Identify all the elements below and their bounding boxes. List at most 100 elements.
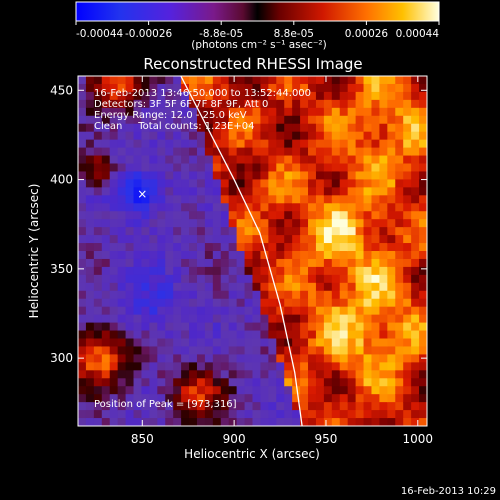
- heatmap-cell: [157, 378, 166, 387]
- heatmap-cell: [85, 83, 95, 93]
- heatmap-cell: [371, 274, 381, 284]
- heatmap-cell: [292, 187, 301, 196]
- heatmap-cell: [347, 211, 357, 220]
- heatmap-cell: [395, 282, 404, 292]
- heatmap-cell: [109, 235, 119, 244]
- heatmap-cell: [117, 219, 127, 228]
- heatmap-cell: [331, 354, 341, 363]
- heatmap-cell: [276, 418, 285, 426]
- heatmap-cell: [204, 131, 214, 141]
- heatmap-cell: [196, 195, 206, 204]
- heatmap-cell: [236, 195, 246, 204]
- heatmap-cell: [339, 258, 349, 268]
- heatmap-cell: [308, 378, 317, 387]
- heatmap-cell: [292, 235, 301, 244]
- heatmap-cell: [101, 251, 111, 260]
- heatmap-cell: [133, 195, 143, 204]
- heatmap-cell: [331, 386, 341, 395]
- heatmap-cell: [411, 107, 420, 117]
- heatmap-cell: [268, 346, 277, 356]
- heatmap-cell: [252, 258, 262, 268]
- heatmap-cell: [149, 314, 158, 324]
- heatmap-cell: [395, 147, 404, 157]
- heatmap-cell: [395, 306, 404, 316]
- heatmap-cell: [220, 243, 230, 252]
- heatmap-cell: [212, 219, 222, 228]
- heatmap-cell: [189, 394, 198, 403]
- heatmap-cell: [181, 83, 190, 93]
- heatmap-cell: [387, 306, 396, 316]
- heatmap-cell: [149, 131, 158, 141]
- heatmap-cell: [228, 330, 238, 340]
- heatmap-cell: [149, 211, 158, 220]
- heatmap-cell: [196, 211, 206, 220]
- heatmap-cell: [181, 354, 190, 363]
- heatmap-cell: [355, 362, 365, 371]
- heatmap-cell: [268, 243, 277, 252]
- heatmap-cell: [403, 418, 412, 426]
- heatmap-cell: [125, 91, 135, 101]
- heatmap-cell: [189, 410, 198, 419]
- heatmap-cell: [339, 99, 349, 109]
- heatmap-cell: [228, 370, 238, 379]
- heatmap-cell: [371, 91, 381, 101]
- heatmap-cell: [268, 282, 277, 292]
- heatmap-cell: [276, 91, 285, 101]
- heatmap-cell: [379, 402, 388, 411]
- heatmap-cell: [85, 243, 95, 252]
- heatmap-cell: [403, 402, 412, 411]
- heatmap-cell: [157, 203, 166, 212]
- heatmap-cell: [109, 203, 119, 212]
- heatmap-cell: [331, 203, 341, 212]
- heatmap-cell: [228, 266, 238, 276]
- heatmap-cell: [315, 243, 325, 252]
- heatmap-cell: [204, 370, 214, 379]
- heatmap-cell: [236, 187, 246, 196]
- heatmap-cell: [125, 410, 135, 419]
- heatmap-cell: [403, 115, 412, 125]
- heatmap-cell: [101, 76, 111, 85]
- heatmap-cell: [331, 139, 341, 149]
- heatmap-cell: [93, 155, 103, 165]
- heatmap-cell: [323, 298, 333, 308]
- heatmap-cell: [165, 131, 174, 141]
- heatmap-cell: [252, 115, 262, 125]
- heatmap-cell: [292, 418, 301, 426]
- heatmap-cell: [85, 99, 95, 109]
- heatmap-cell: [141, 346, 150, 356]
- heatmap-cell: [363, 274, 373, 284]
- heatmap-cell: [284, 171, 293, 181]
- heatmap-cell: [78, 107, 87, 117]
- heatmap-cell: [331, 243, 341, 252]
- heatmap-cell: [109, 179, 119, 188]
- heatmap-cell: [212, 402, 222, 411]
- heatmap-cell: [117, 123, 127, 133]
- heatmap-cell: [149, 91, 158, 101]
- heatmap-cell: [125, 219, 135, 228]
- heatmap-cell: [284, 322, 293, 332]
- heatmap-cell: [379, 274, 388, 284]
- heatmap-cell: [403, 83, 412, 93]
- heatmap-cell: [347, 171, 357, 181]
- heatmap-cell: [300, 139, 309, 149]
- heatmap-cell: [323, 203, 333, 212]
- x-tick-label: 1000: [403, 432, 434, 446]
- heatmap-cell: [212, 322, 222, 332]
- heatmap-cell: [149, 99, 158, 109]
- heatmap-cell: [276, 378, 285, 387]
- heatmap-cell: [244, 346, 254, 356]
- heatmap-cell: [141, 219, 150, 228]
- heatmap-cell: [419, 187, 427, 196]
- heatmap-cell: [419, 179, 427, 188]
- heatmap-cell: [149, 258, 158, 268]
- heatmap-cell: [101, 338, 111, 348]
- heatmap-cell: [196, 107, 206, 117]
- heatmap-cell: [300, 203, 309, 212]
- heatmap-cell: [196, 362, 206, 371]
- heatmap-cell: [165, 251, 174, 260]
- heatmap-cell: [284, 251, 293, 260]
- heatmap-cell: [347, 410, 357, 419]
- heatmap-cell: [411, 266, 420, 276]
- heatmap-cell: [395, 123, 404, 133]
